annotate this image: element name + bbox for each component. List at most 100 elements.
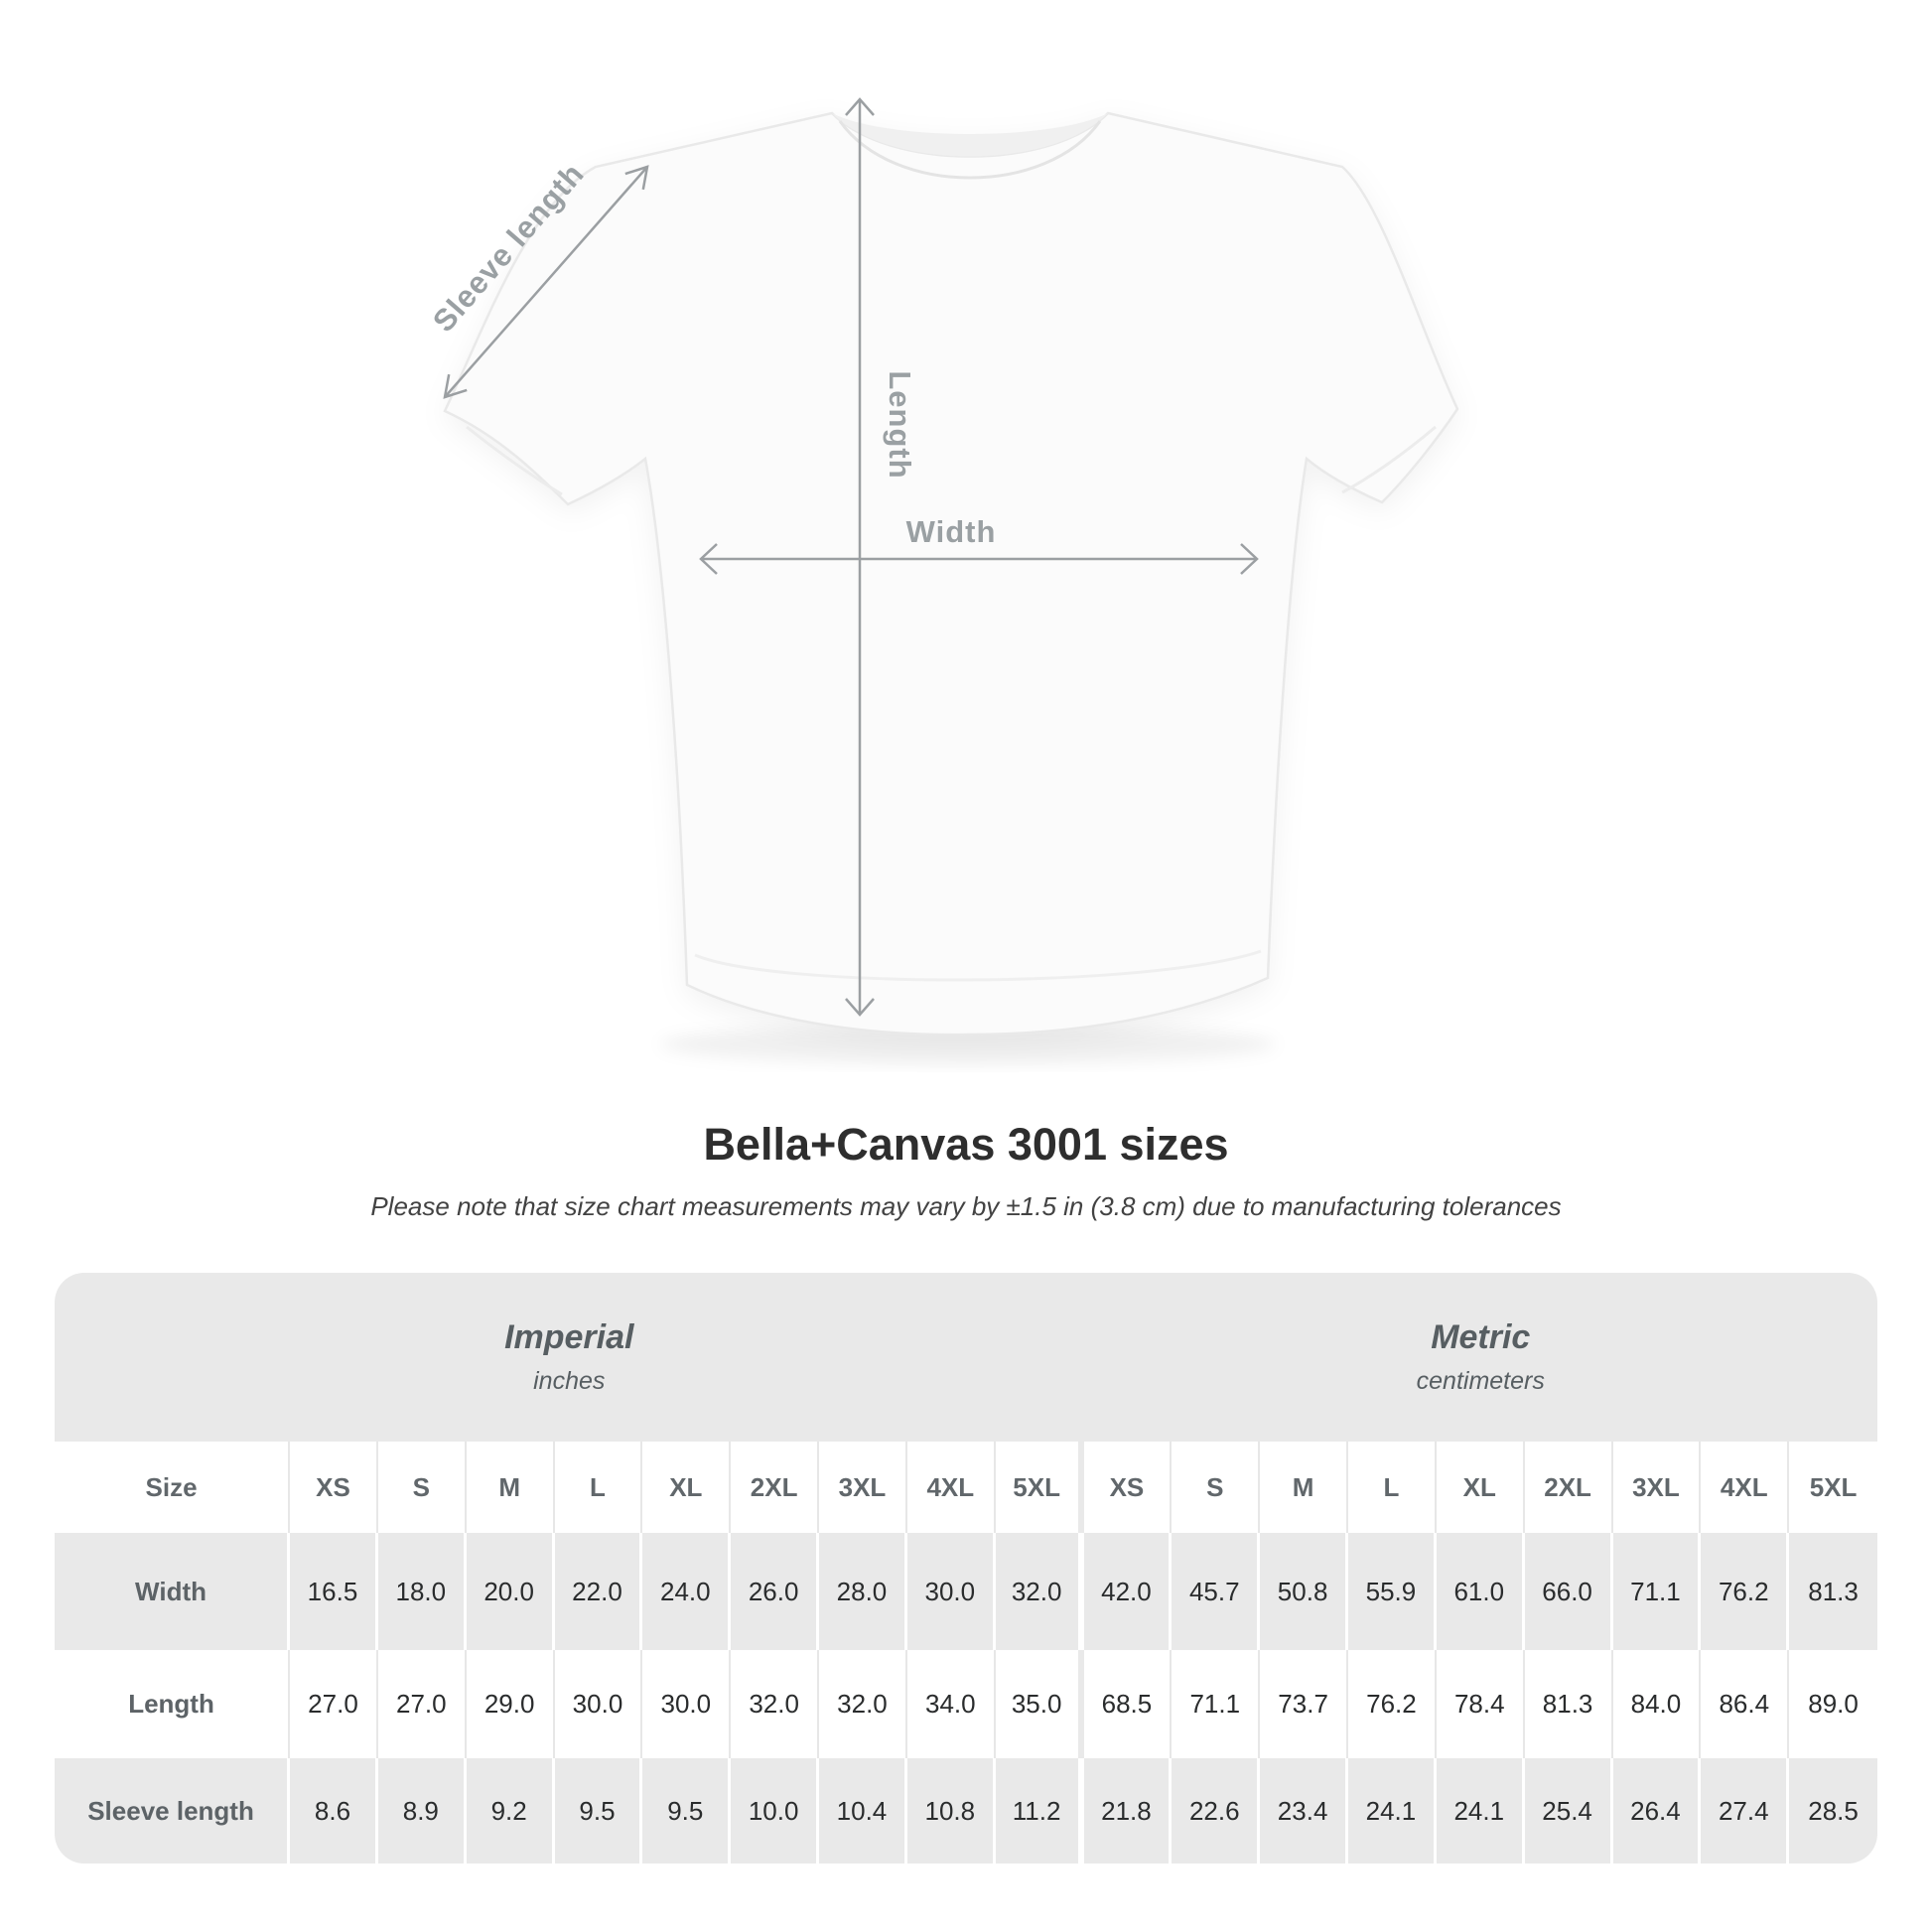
table-cell: 25.4 — [1524, 1758, 1613, 1863]
table-cell: 45.7 — [1172, 1533, 1261, 1650]
table-cell: 27.0 — [290, 1650, 378, 1758]
unit-group-imperial: Imperial inches — [55, 1273, 1084, 1442]
size-header-cell: M — [466, 1442, 555, 1533]
table-cell: 8.6 — [290, 1758, 378, 1863]
table-cell: 27.4 — [1701, 1758, 1790, 1863]
tshirt-collar-seam — [838, 120, 1102, 180]
table-cell: 73.7 — [1260, 1650, 1349, 1758]
table-cell: 50.8 — [1260, 1533, 1349, 1650]
tshirt-right-cuff-seam — [1341, 425, 1437, 494]
size-header-cell: L — [1348, 1442, 1437, 1533]
table-cell: 78.4 — [1436, 1650, 1525, 1758]
table-cell: 32.0 — [995, 1533, 1084, 1650]
size-table: Imperial inches Metric centimeters Size … — [55, 1273, 1877, 1863]
table-cell: 30.0 — [554, 1650, 643, 1758]
size-header-cell: M — [1260, 1442, 1349, 1533]
table-cell: 30.0 — [906, 1533, 996, 1650]
table-cell: 71.1 — [1172, 1650, 1261, 1758]
length-arrowhead-top — [845, 97, 875, 116]
table-cell: 22.6 — [1172, 1758, 1261, 1863]
width-annotation: Width — [906, 514, 997, 549]
tolerance-note: Please note that size chart measurements… — [370, 1190, 1562, 1221]
page-title: Bella+Canvas 3001 sizes — [703, 1119, 1229, 1170]
table-cell: 24.0 — [642, 1533, 732, 1650]
size-header-cell: 4XL — [1701, 1442, 1790, 1533]
table-cell: 23.4 — [1260, 1758, 1349, 1863]
table-cell: 24.1 — [1436, 1758, 1525, 1863]
tshirt-body — [443, 111, 1459, 1036]
table-cell: 89.0 — [1789, 1650, 1877, 1758]
size-header-cell: 3XL — [1612, 1442, 1702, 1533]
table-cell: 20.0 — [466, 1533, 555, 1650]
table-cell: 32.0 — [819, 1650, 907, 1758]
size-header-cell: XL — [1436, 1442, 1525, 1533]
table-cell: 86.4 — [1701, 1650, 1790, 1758]
tshirt-illustration — [443, 111, 1459, 1036]
table-cell: 9.5 — [642, 1758, 732, 1863]
table-cell: 16.5 — [290, 1533, 378, 1650]
table-cell: 9.5 — [554, 1758, 643, 1863]
table-cell: 28.0 — [819, 1533, 907, 1650]
table-cell: 34.0 — [906, 1650, 996, 1758]
size-header-cell: 5XL — [995, 1442, 1084, 1533]
table-cell: 22.0 — [554, 1533, 643, 1650]
tshirt-shadow — [660, 1025, 1276, 1064]
row-label-length: Length — [55, 1650, 291, 1758]
row-label-sleeve-length: Sleeve length — [55, 1758, 291, 1863]
table-cell: 10.8 — [906, 1758, 996, 1863]
size-header-cell: S — [1172, 1442, 1261, 1533]
measurement-arrows — [443, 97, 1259, 1017]
tshirt-neck-inside — [832, 113, 1108, 157]
table-cell: 76.2 — [1348, 1650, 1437, 1758]
tshirt-hem-seam — [694, 949, 1262, 982]
table-cell: 29.0 — [466, 1650, 555, 1758]
size-header-cell: XL — [642, 1442, 732, 1533]
table-cell: 81.3 — [1789, 1533, 1877, 1650]
table-cell: 32.0 — [731, 1650, 820, 1758]
size-column-header: Size — [55, 1442, 291, 1533]
size-header-cell: XS — [1083, 1442, 1173, 1533]
metric-unit: centimeters — [1416, 1367, 1545, 1395]
table-cell: 26.4 — [1612, 1758, 1702, 1863]
imperial-label: Imperial — [504, 1318, 634, 1356]
table-cell: 35.0 — [995, 1650, 1084, 1758]
size-header-cell: 2XL — [731, 1442, 820, 1533]
table-cell: 81.3 — [1524, 1650, 1613, 1758]
table-cell: 11.2 — [995, 1758, 1084, 1863]
table-cell: 42.0 — [1083, 1533, 1173, 1650]
title-block: Bella+Canvas 3001 sizes Please note that… — [0, 1120, 1932, 1222]
size-header-cell: 5XL — [1789, 1442, 1877, 1533]
table-cell: 30.0 — [642, 1650, 732, 1758]
table-cell: 21.8 — [1083, 1758, 1173, 1863]
imperial-unit: inches — [533, 1367, 606, 1395]
table-cell: 10.4 — [819, 1758, 907, 1863]
size-header-cell: 3XL — [819, 1442, 907, 1533]
size-header-cell: 2XL — [1524, 1442, 1613, 1533]
tshirt-diagram-canvas: Sleeve length Length Width — [426, 97, 1459, 1064]
table-cell: 84.0 — [1612, 1650, 1702, 1758]
table-cell: 9.2 — [466, 1758, 555, 1863]
row-label-width: Width — [55, 1533, 291, 1650]
table-cell: 8.9 — [377, 1758, 467, 1863]
table-cell: 27.0 — [377, 1650, 467, 1758]
size-header-cell: L — [554, 1442, 643, 1533]
unit-group-metric: Metric centimeters — [1083, 1273, 1877, 1442]
table-cell: 55.9 — [1348, 1533, 1437, 1650]
tshirt-left-cuff-seam — [466, 425, 563, 496]
table-cell: 26.0 — [731, 1533, 820, 1650]
length-arrowhead-bottom — [845, 998, 875, 1017]
table-cell: 18.0 — [377, 1533, 467, 1650]
table-cell: 66.0 — [1524, 1533, 1613, 1650]
table-cell: 68.5 — [1083, 1650, 1173, 1758]
size-header-cell: 4XL — [906, 1442, 996, 1533]
table-cell: 76.2 — [1701, 1533, 1790, 1650]
size-header-cell: XS — [290, 1442, 378, 1533]
table-cell: 28.5 — [1789, 1758, 1877, 1863]
sleeve-arrowhead-bottom — [443, 373, 468, 399]
size-header-cell: S — [377, 1442, 467, 1533]
metric-label: Metric — [1431, 1318, 1531, 1356]
length-annotation: Length — [883, 370, 917, 479]
table-cell: 24.1 — [1348, 1758, 1437, 1863]
sleeve-arrow-line — [444, 166, 648, 398]
tshirt-measurement-diagram: Sleeve length Length Width — [426, 97, 1459, 1064]
